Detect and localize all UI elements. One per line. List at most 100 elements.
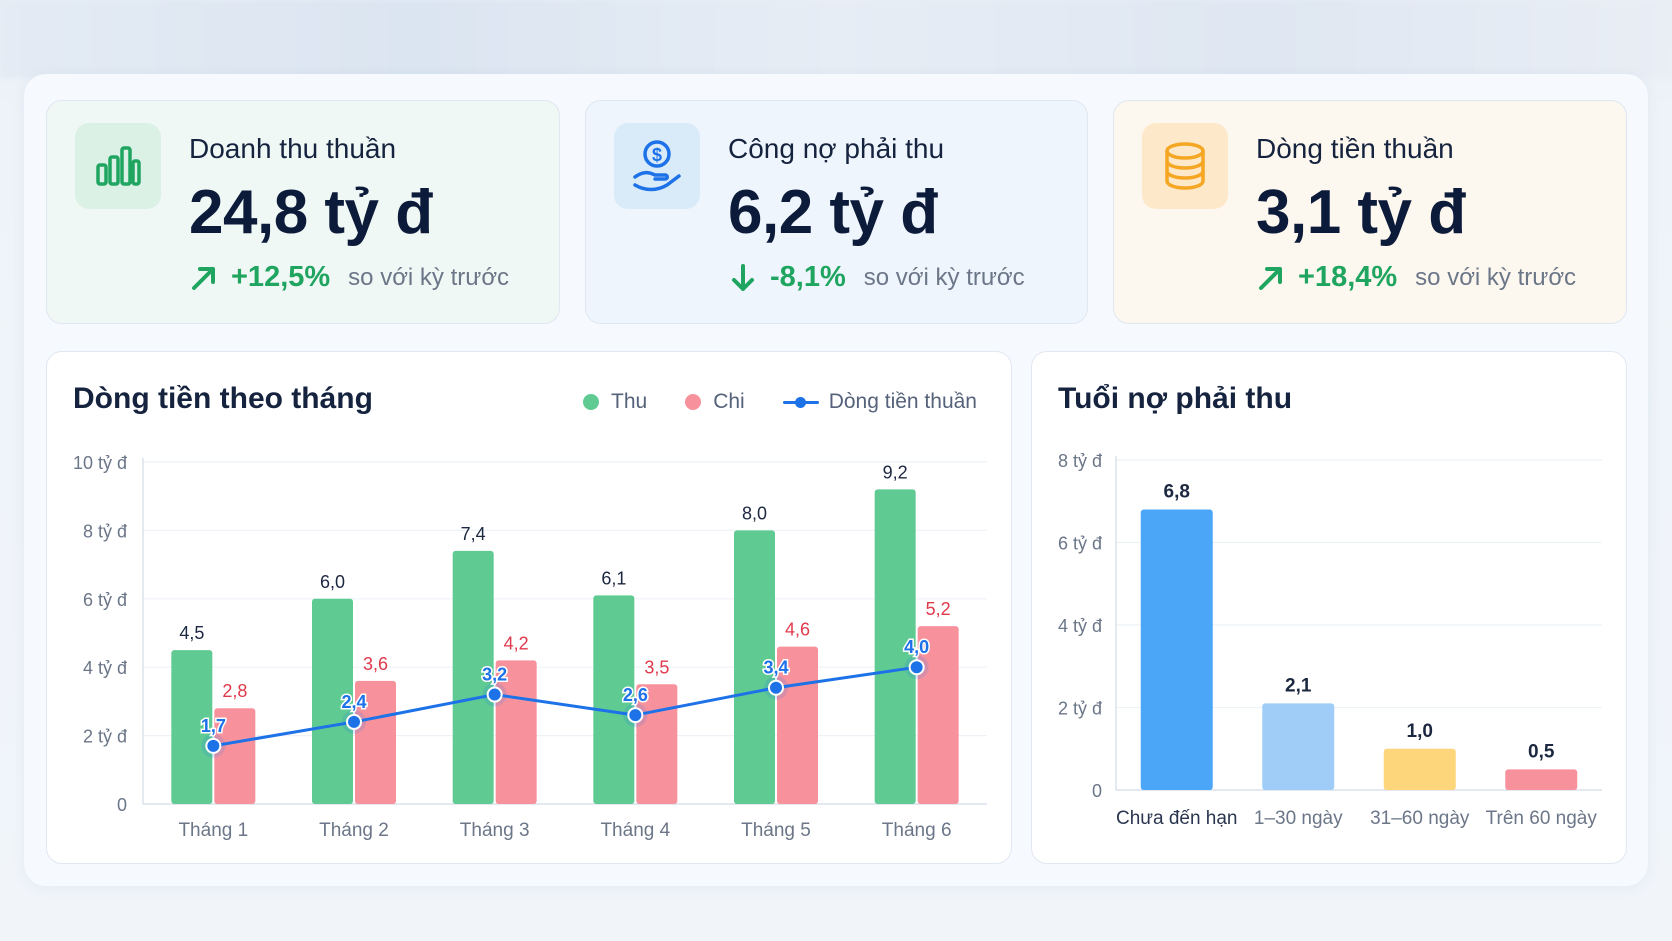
legend-swatch [685,394,702,410]
y-tick-label: 0 [1092,781,1102,801]
kpi-card-revenue[interactable]: Doanh thu thuần 24,8 tỷ đ +12,5% so với … [46,100,560,324]
net-point [486,686,503,703]
y-tick-label: 10 tỷ đ [73,453,127,473]
legend-item-net[interactable]: Dòng tiền thuần [782,390,977,414]
kpi-value: 3,1 tỷ đ [1256,178,1466,247]
data-label-net: 1,7 [201,716,226,736]
y-tick-label: 4 tỷ đ [83,658,127,678]
data-label-thu: 7,4 [461,524,486,544]
net-point [908,659,925,676]
x-tick-label: Tháng 3 [460,820,530,841]
kpi-change-percent: -8,1% [770,261,846,293]
data-label-net: 3,4 [763,658,788,678]
x-tick-label: Trên 60 ngày [1486,808,1598,829]
background-header-blur [0,0,1672,78]
kpi-card-receivables[interactable]: $ Công nợ phải thu 6,2 tỷ đ -8,1% so với… [585,100,1088,324]
x-tick-label: Tháng 5 [741,820,811,841]
bar-aging [1140,509,1213,790]
kpi-title: Công nợ phải thu [728,133,945,164]
x-tick-label: Tháng 1 [178,820,248,841]
data-label: 0,5 [1528,741,1555,762]
chart-title: Tuổi nợ phải thu [1058,382,1293,415]
data-label-chi: 2,8 [222,681,247,701]
x-tick-label: Tháng 6 [882,820,952,841]
data-label-chi: 3,6 [363,654,388,674]
x-tick-label: 1–30 ngày [1254,808,1343,829]
x-tick-label: Tháng 4 [600,820,670,841]
y-tick-label: 2 tỷ đ [1058,699,1102,719]
data-label-thu: 6,1 [601,568,626,588]
kpi-title: Dòng tiền thuần [1256,133,1454,164]
y-tick-label: 6 tỷ đ [1058,534,1102,554]
legend-item-thu[interactable]: Thu [583,390,647,414]
legend-swatch [583,394,599,410]
data-label: 1,0 [1407,721,1433,742]
y-tick-label: 6 tỷ đ [83,590,127,610]
data-label-net: 2,6 [623,685,648,705]
data-label: 2,1 [1285,675,1312,696]
bar-chi [214,708,256,804]
kpi-compare-text: so với kỳ trước [1415,263,1577,291]
data-label-thu: 9,2 [883,462,908,482]
y-tick-label: 2 tỷ đ [83,727,127,747]
y-tick-label: 8 tỷ đ [1058,451,1102,471]
data-label-chi: 4,6 [785,620,810,640]
data-label-chi: 5,2 [926,599,951,619]
kpi-change: +18,4% so với kỳ trước [1256,261,1576,294]
data-label: 6,8 [1164,482,1190,503]
legend-label: Dòng tiền thuần [828,390,977,413]
kpi-change-percent: +12,5% [231,261,331,293]
kpi-title: Doanh thu thuần [189,133,397,164]
chart-title: Dòng tiền theo tháng [73,382,373,415]
bar-chi [355,680,396,804]
kpi-change-percent: +18,4% [1298,261,1398,293]
net-point [627,707,644,724]
money-hand-icon: $ [614,123,700,209]
net-point [346,713,362,730]
bar-thu [452,550,494,804]
bar-aging [1262,703,1335,790]
net-point [768,679,784,696]
bar-thu [171,650,213,804]
kpi-card-net-cashflow[interactable]: Dòng tiền thuần 3,1 tỷ đ +18,4% so với k… [1113,100,1627,324]
data-label-net: 4,0 [904,637,929,657]
kpi-compare-text: so với kỳ trước [863,263,1025,291]
kpi-value: 6,2 tỷ đ [728,178,938,247]
cashflow-chart: 0 2 tỷ đ 4 tỷ đ 6 tỷ đ 8 tỷ đ 10 tỷ đ 4,5 2,8 Th… [73,453,987,841]
arrow-up-right-icon [192,266,215,290]
bar-chart-icon [75,123,161,209]
y-tick-label: 8 tỷ đ [83,521,127,541]
svg-text:$: $ [652,145,662,165]
data-label-net: 3,2 [482,665,507,685]
aging-chart: 0 2 tỷ đ 4 tỷ đ 6 tỷ đ 8 tỷ đ 6,8 Chưa đến hạn… [1058,451,1602,829]
bar-aging [1383,748,1456,790]
bar-thu [593,595,635,804]
data-label-net: 2,4 [341,692,366,712]
data-label-chi: 3,5 [644,657,669,677]
net-point [205,737,222,754]
cashflow-chart-card: Dòng tiền theo tháng Thu Chi Dòng tiền t… [46,351,1012,864]
bar-thu [874,489,916,804]
coins-icon [1142,123,1228,209]
x-tick-label: Chưa đến hạn [1116,808,1238,829]
kpi-compare-text: so với kỳ trước [348,263,510,291]
data-label-thu: 6,0 [320,572,345,592]
aging-chart-card: Tuổi nợ phải thu 0 2 tỷ đ 4 tỷ đ 6 tỷ đ 8 tỷ… [1031,351,1627,864]
bar-aging [1505,769,1578,790]
bar-thu [312,598,353,804]
legend-label: Chi [713,390,745,413]
data-label-thu: 4,5 [179,623,204,643]
legend-swatch [782,394,819,410]
x-tick-label: Tháng 2 [319,820,389,841]
bar-thu [734,530,775,804]
arrow-up-right-icon [1259,266,1282,290]
bar-chi [917,626,959,804]
legend-label: Thu [611,390,648,413]
data-label-chi: 4,2 [504,633,529,653]
legend-item-chi[interactable]: Chi [685,390,745,414]
net-cashflow-line [213,665,917,748]
y-tick-label: 0 [117,795,127,815]
chart-legend: Thu Chi Dòng tiền thuần [545,390,977,414]
data-label-thu: 8,0 [742,503,767,523]
kpi-change: -8,1% so với kỳ trước [728,261,1025,294]
